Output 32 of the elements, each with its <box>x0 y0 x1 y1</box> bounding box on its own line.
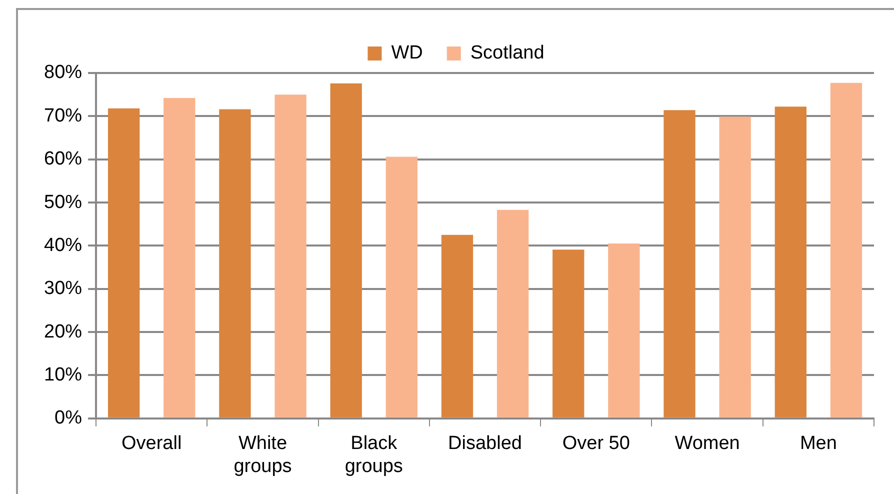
x-tick-label: Disabled <box>448 433 522 454</box>
bar <box>441 234 474 418</box>
bar <box>664 110 696 418</box>
y-tick-label: 30% <box>44 278 82 300</box>
bar <box>274 94 306 418</box>
x-tick-label: White groups <box>234 433 292 477</box>
y-tick-label: 20% <box>44 321 82 342</box>
y-tick-label: 10% <box>44 364 82 386</box>
bar <box>164 98 196 418</box>
y-tick-label: 70% <box>44 105 82 126</box>
x-tick-label: Black groups <box>344 433 403 477</box>
x-tick-label: Over 50 <box>562 433 630 454</box>
legend-label: Scotland <box>470 42 544 64</box>
bar <box>219 109 251 418</box>
bar <box>608 244 640 418</box>
bar <box>552 250 584 418</box>
bar <box>386 156 418 418</box>
bar <box>330 83 362 418</box>
y-tick-label: 40% <box>44 234 82 256</box>
y-tick-label: 0% <box>54 408 82 429</box>
bar <box>774 106 806 418</box>
y-tick-label: 60% <box>44 148 82 170</box>
bar <box>108 108 140 418</box>
bar <box>830 82 862 418</box>
y-tick-label: 50% <box>44 192 82 213</box>
y-tick-label: 80% <box>44 62 82 84</box>
x-tick-label: Overall <box>122 433 182 454</box>
bar <box>719 116 751 418</box>
x-tick-label: Women <box>674 433 740 454</box>
legend-label: WD <box>391 42 423 64</box>
x-tick-label: Men <box>800 433 837 454</box>
bar <box>496 210 529 418</box>
